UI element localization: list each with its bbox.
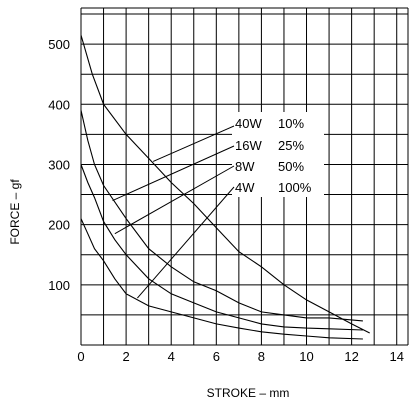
x-tick-label: 4 (168, 349, 175, 364)
curve-labels: 40W 10% 16W 25% 8W 50% 4W 100% (235, 116, 312, 195)
series-line (80, 110, 363, 322)
x-tick-label: 8 (258, 349, 265, 364)
curves (80, 34, 370, 340)
y-tick-labels: 100 200 300 400 500 (48, 37, 70, 293)
series-line (80, 34, 370, 334)
series-line (80, 164, 363, 331)
x-tick-label: 10 (299, 349, 313, 364)
x-tick-label: 0 (77, 349, 84, 364)
curve-label-power: 40W (235, 116, 262, 131)
leader-line (152, 125, 235, 162)
curve-label-duty: 25% (278, 138, 304, 153)
x-tick-labels: 0 2 4 6 8 10 12 14 (77, 349, 404, 364)
series-line (80, 218, 363, 340)
x-axis-title: STROKE – mm (207, 386, 290, 400)
y-axis-title: FORCE – gf (8, 179, 22, 245)
leader-lines (112, 125, 235, 299)
curve-label-duty: 10% (278, 116, 304, 131)
y-tick-label: 200 (48, 218, 70, 233)
x-tick-label: 14 (389, 349, 403, 364)
y-tick-label: 100 (48, 278, 70, 293)
y-tick-label: 400 (48, 97, 70, 112)
leader-line (112, 145, 235, 202)
x-tick-label: 2 (122, 349, 129, 364)
curve-label-duty: 100% (278, 180, 312, 195)
leader-line (114, 165, 235, 235)
x-tick-label: 12 (344, 349, 358, 364)
curve-label-duty: 50% (278, 159, 304, 174)
y-tick-label: 500 (48, 37, 70, 52)
grid (80, 7, 409, 346)
label-background (232, 112, 324, 197)
curve-label-power: 4W (235, 180, 255, 195)
leader-line (137, 186, 235, 299)
curve-label-power: 16W (235, 138, 262, 153)
curve-label-power: 8W (235, 159, 255, 174)
y-tick-label: 300 (48, 157, 70, 172)
x-tick-label: 6 (213, 349, 220, 364)
